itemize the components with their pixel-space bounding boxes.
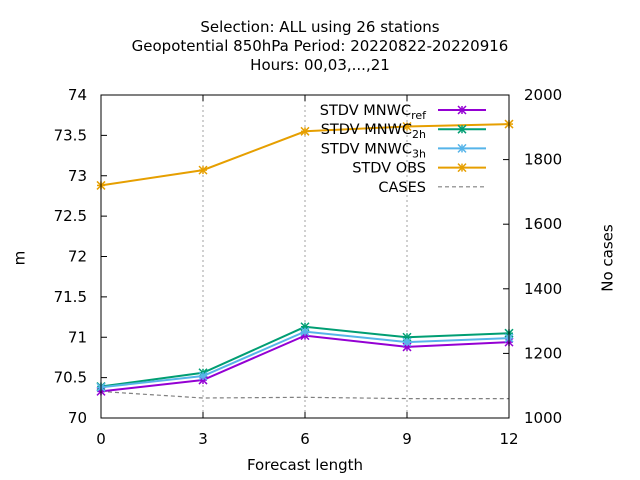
- legend-item: STDV MNWC3h: [321, 141, 486, 160]
- data-point: [198, 371, 208, 381]
- y2-tick-label: 2000: [524, 86, 562, 104]
- y2-tick-label: 1800: [524, 151, 562, 169]
- x-tick-label: 0: [96, 430, 106, 448]
- data-point: [198, 165, 208, 175]
- y-tick-label: 72.5: [54, 207, 87, 225]
- data-point: [300, 126, 310, 136]
- title-line: Hours: 00,03,...,21: [250, 56, 390, 74]
- title-line: Geopotential 850hPa Period: 20220822-202…: [132, 37, 509, 55]
- y-tick-label: 70.5: [54, 369, 87, 387]
- y-tick-label: 71: [68, 328, 87, 346]
- series-line: [100, 334, 510, 393]
- data-point: [402, 121, 412, 132]
- axis-ticks: 0 3 6 9 12 70 70.5 71 71.5 72 72.5 73 73.5 74 1000 1200…: [54, 86, 563, 448]
- legend-marker: [457, 105, 467, 115]
- y-tick-label: 73.5: [54, 126, 87, 144]
- y-tick-label: 70: [68, 409, 87, 427]
- x-axis-label: Forecast length: [247, 456, 363, 474]
- data-point: [402, 337, 412, 347]
- data-point: [198, 375, 208, 385]
- legend-label: STDV MNWC3h: [321, 141, 426, 160]
- x-tick-label: 12: [499, 430, 518, 448]
- x-tick-label: 3: [198, 430, 208, 448]
- legend-marker: [457, 163, 467, 173]
- y2-tick-label: 1200: [524, 344, 562, 362]
- legend-label: CASES: [378, 180, 426, 196]
- y-tick-label: 71.5: [54, 288, 87, 306]
- legend-marker: [457, 143, 467, 153]
- series-cases: [100, 390, 509, 400]
- legend-label: STDV MNWCref: [320, 103, 427, 122]
- y2-tick-label: 1000: [524, 409, 562, 427]
- y2-tick-label: 1600: [524, 215, 562, 233]
- legend-marker: [457, 124, 467, 134]
- x-tick-label: 6: [300, 430, 310, 448]
- legend-label: STDV MNWC2h: [321, 122, 426, 141]
- y-tick-label: 73: [68, 167, 87, 185]
- plot-series: [96, 119, 514, 400]
- series-line: [100, 390, 509, 400]
- y-tick-label: 72: [68, 248, 87, 266]
- legend-label: STDV OBS: [352, 161, 426, 177]
- data-point: [300, 327, 310, 337]
- grid-lines: [202, 95, 408, 418]
- y2-axis-label: No cases: [599, 224, 617, 292]
- y-tick-label: 74: [68, 86, 87, 104]
- y-axis-label: m: [11, 251, 29, 266]
- y2-tick-label: 1400: [524, 280, 562, 298]
- chart-title: Selection: ALL using 26 stationsGeopoten…: [132, 18, 509, 74]
- x-tick-label: 9: [402, 430, 412, 448]
- legend-item: STDV MNWCref: [320, 103, 486, 122]
- series-stdv-obs: [96, 119, 514, 190]
- legend-item: STDV OBS: [352, 161, 486, 177]
- title-line: Selection: ALL using 26 stations: [200, 18, 439, 36]
- legend-item: CASES: [378, 180, 486, 196]
- legend-item: STDV MNWC2h: [321, 122, 486, 141]
